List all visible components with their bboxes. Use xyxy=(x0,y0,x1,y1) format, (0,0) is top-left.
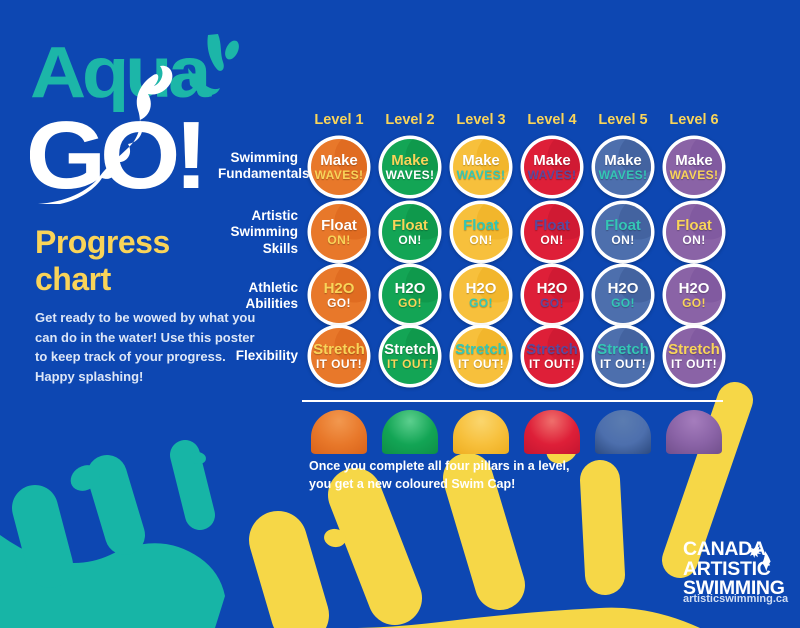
svg-text:GO!: GO! xyxy=(30,102,202,205)
svg-text:Aqua: Aqua xyxy=(30,32,213,113)
